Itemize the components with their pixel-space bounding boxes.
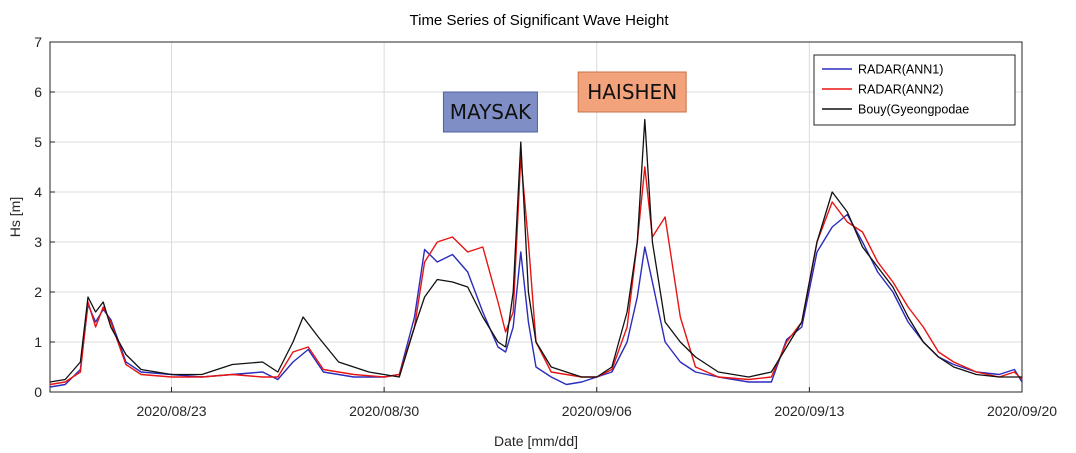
series-lines — [49, 118, 1023, 388]
series-line-2 — [49, 156, 1023, 386]
annotation-label: MAYSAK — [450, 100, 532, 124]
legend-box — [813, 54, 1016, 126]
x-tick-label: 2020/08/23 — [136, 403, 206, 419]
y-tick-label: 5 — [34, 134, 42, 150]
y-tick-label: 4 — [34, 184, 42, 200]
legend-entry: RADAR(ANN1) — [858, 63, 943, 77]
y-axis-label: Hs [m] — [7, 197, 23, 237]
x-tick-label: 2020/09/06 — [562, 403, 632, 419]
legend: RADAR(ANN1) RADAR(ANN2) Bouy(Gyeongpodae — [813, 54, 1016, 126]
y-tick-label: 0 — [34, 384, 42, 400]
series-line-1 — [49, 213, 1023, 388]
annotation-box — [442, 91, 538, 133]
annotation-box — [577, 71, 687, 113]
y-tick-label: 3 — [34, 234, 42, 250]
legend-entry: RADAR(ANN2) — [858, 83, 943, 97]
annotation-label: HAISHEN — [587, 80, 677, 104]
legend-entry: Bouy(Gyeongpodae — [858, 103, 969, 117]
x-tick-label: 2020/09/13 — [774, 403, 844, 419]
y-axis-ticks: 0 1 2 3 4 5 6 7 — [34, 34, 55, 400]
x-axis-ticks: 2020/08/23 2020/08/30 2020/09/06 2020/09/13… — [136, 387, 1057, 419]
plot-frame — [49, 41, 1023, 393]
y-tick-label: 7 — [34, 34, 42, 50]
y-tick-label: 1 — [34, 334, 42, 350]
x-tick-label: 2020/09/20 — [987, 403, 1057, 419]
chart-title: Time Series of Significant Wave Height — [410, 12, 670, 29]
series-line-3 — [49, 118, 1022, 383]
storm-annotations: MAYSAK HAISHEN — [442, 71, 687, 133]
y-tick-label: 6 — [34, 84, 42, 100]
x-axis-label: Date [mm/dd] — [494, 433, 578, 449]
x-tick-label: 2020/08/30 — [349, 403, 419, 419]
y-tick-label: 2 — [34, 284, 42, 300]
